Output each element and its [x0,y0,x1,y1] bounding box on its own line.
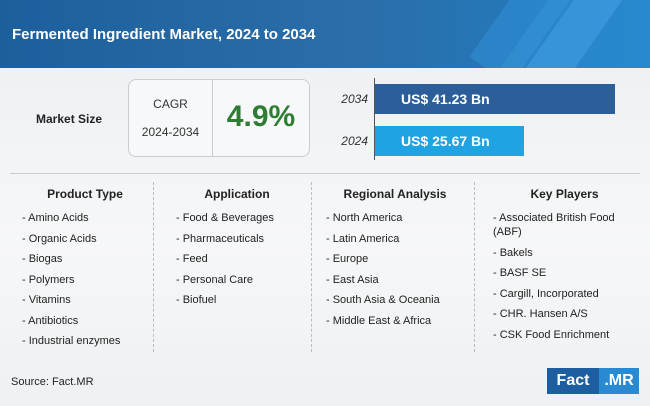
source-note: Source: Fact.MR [11,376,94,388]
column-product-type: Product Type - Amino Acids - Organic Aci… [10,187,160,355]
column-heading: Product Type [47,187,123,201]
logo-part-fact: Fact [547,368,599,394]
section-divider [10,173,640,174]
column-regional-analysis: Regional Analysis - North America - Lati… [320,187,470,334]
column-application: Application - Food & Beverages - Pharmac… [162,187,312,314]
column-key-players: Key Players - Associated British Food (A… [487,187,642,348]
bar-year-2024: 2024 [341,134,368,148]
header-banner: Fermented Ingredient Market, 2024 to 203… [0,0,650,68]
list-item: - Cargill, Incorporated [493,287,599,300]
list-item: - Vitamins [22,294,71,306]
cagr-divider [212,80,213,156]
cagr-value: 4.9% [226,100,296,133]
list-item: - BASF SE [493,267,547,279]
list-item: - South Asia & Oceania [326,294,440,306]
cagr-box: CAGR 2024-2034 4.9% [128,79,310,157]
column-heading: Application [204,187,270,201]
column-separator [311,182,312,352]
cagr-label: CAGR [153,97,188,111]
factmr-logo: Fact .MR [547,368,639,394]
list-item: - Biofuel [176,294,217,306]
column-separator [153,182,154,352]
list-item: - Polymers [22,273,75,286]
list-item: - East Asia [326,273,379,286]
logo-part-mr: .MR [599,368,639,394]
list-item: - Latin America [326,232,400,245]
column-heading: Regional Analysis [343,187,447,201]
market-size-label: Market Size [36,112,103,126]
list-item: - Europe [326,253,369,265]
list-item: - Pharmaceuticals [176,232,265,245]
cagr-years: 2024-2034 [141,125,200,139]
list-item: - CSK Food Enrichment [493,328,610,341]
list-item: - Personal Care [176,273,254,286]
list-item: - Antibiotics [22,314,79,327]
list-item: - Amino Acids [22,212,89,224]
bar-2034: US$ 41.23 Bn [375,84,615,114]
list-item: - Associated British Food (ABF) [493,212,615,238]
list-item: - North America [326,212,403,224]
bar-2024: US$ 25.67 Bn [375,126,524,156]
list-item: - Industrial enzymes [22,335,121,347]
bar-axis [374,78,375,160]
bar-2024-label: US$ 25.67 Bn [401,133,490,149]
bar-2034-label: US$ 41.23 Bn [401,91,490,107]
list-item: - Organic Acids [22,232,97,245]
list-item: - Biogas [22,253,63,265]
column-separator [474,182,475,352]
list-item: - CHR. Hansen A/S [493,308,588,320]
list-item: - Middle East & Africa [326,314,432,327]
page-title: Fermented Ingredient Market, 2024 to 203… [12,26,316,43]
bar-year-2034: 2034 [341,92,368,106]
list-item: - Food & Beverages [176,212,274,224]
list-item: - Bakels [493,246,533,259]
column-heading: Key Players [530,187,599,201]
list-item: - Feed [176,253,208,265]
